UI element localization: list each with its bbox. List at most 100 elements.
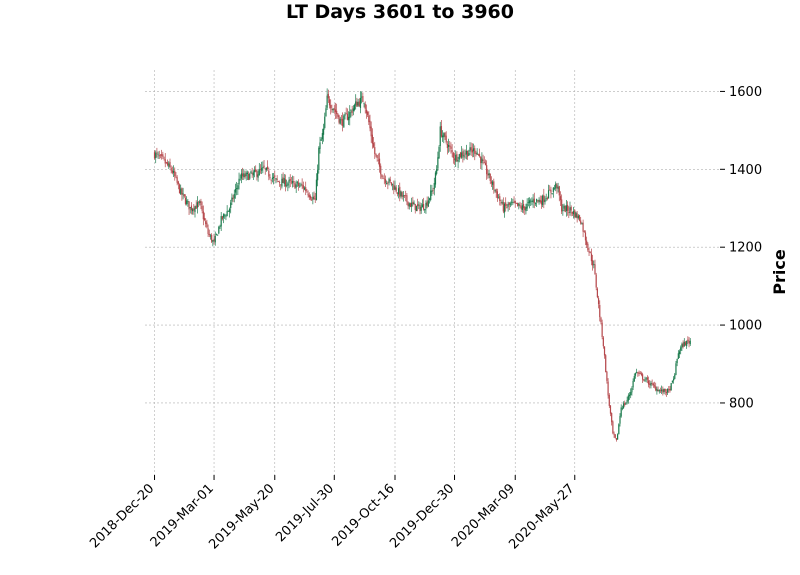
candle-body [464,153,466,155]
candle-body [344,114,346,116]
candle-body [359,97,362,108]
candle-body [402,195,404,197]
candle-body [533,198,535,203]
candle-body [297,182,300,186]
candle-body [457,159,459,162]
candle-body [434,172,437,185]
candle-body [470,147,472,151]
candle-body [161,154,163,156]
candle-body [220,216,222,227]
candle-body [294,182,296,189]
candle-body [578,215,581,221]
candle-body [442,135,444,138]
candle-body [217,234,219,236]
candle-body [581,223,583,225]
candle-body [568,212,570,213]
candle-body [218,226,220,234]
candle-body [389,179,391,182]
candle-body [486,165,488,175]
candle-body [290,181,293,183]
candle-body [481,158,483,163]
candle-body [544,199,546,203]
candle-body [332,108,334,111]
candle-body [664,388,666,392]
candle-body [677,353,679,359]
candle-body [177,181,179,185]
candle-body [172,170,175,173]
candle-body [353,104,356,111]
candle-body [440,126,443,137]
candle-body [269,177,271,179]
candle-body [645,378,647,380]
candle-body [355,101,357,106]
candle-body [208,233,210,236]
candle-body [346,113,348,120]
candle-body [287,183,289,186]
candle-body [226,211,228,216]
candle-body [507,204,509,207]
candle-body [213,238,215,241]
candle-body [539,199,541,203]
candle-body [171,170,173,173]
candle-body [240,173,243,179]
candle-body [671,380,673,383]
candle-body [652,383,654,386]
candle-body [292,181,294,184]
candle-body [525,207,527,212]
candle-body [603,346,606,356]
candle-body [222,214,225,218]
candle-body [475,152,477,154]
candle-body [365,109,368,114]
candle-body [255,169,257,172]
candle-body [396,192,398,194]
candle-body [534,203,537,204]
candle-body [183,194,185,197]
candle-body [644,379,646,381]
candle-body [251,173,253,175]
candle-body [614,434,616,438]
candle-body [594,264,596,275]
candle-body [661,389,663,392]
candle-body [403,195,406,196]
candle-body [247,173,250,181]
candle-body [595,274,597,288]
candle-body [318,147,320,171]
candle-body [557,186,559,189]
candle-body [219,226,221,227]
candle-body [289,179,291,181]
candle-body [237,185,239,190]
candle-body [467,150,469,157]
candle-body [430,190,432,200]
candle-body [631,388,633,393]
candle-body [505,202,507,207]
candle-body [452,152,454,159]
candle-body [636,372,638,373]
candle-body [338,115,340,123]
candle-body [194,206,196,212]
candle-body [659,390,662,392]
candle-body [314,198,316,200]
candle-body [655,386,657,391]
candle-body [305,187,307,192]
candle-body [649,383,651,385]
candle-body [513,201,515,203]
candle-body [543,195,545,202]
candle-body [608,395,610,406]
candle-body [592,260,594,266]
candle-body [487,174,489,176]
candle-body [244,174,246,178]
candle-body [665,391,668,394]
candle-body [583,230,585,232]
candle-body [650,382,652,386]
candle-body [468,153,470,156]
candle-body [272,176,275,179]
candle-body [518,203,520,206]
y-axis: 800 1000 1200 1400 1600 [720,85,762,411]
candle-body [490,181,493,184]
candle-body [312,196,314,200]
candle-body [524,206,526,211]
candle-body [424,209,426,211]
candle-body [313,195,315,200]
candle-body [489,173,491,181]
candle-body [352,108,354,112]
